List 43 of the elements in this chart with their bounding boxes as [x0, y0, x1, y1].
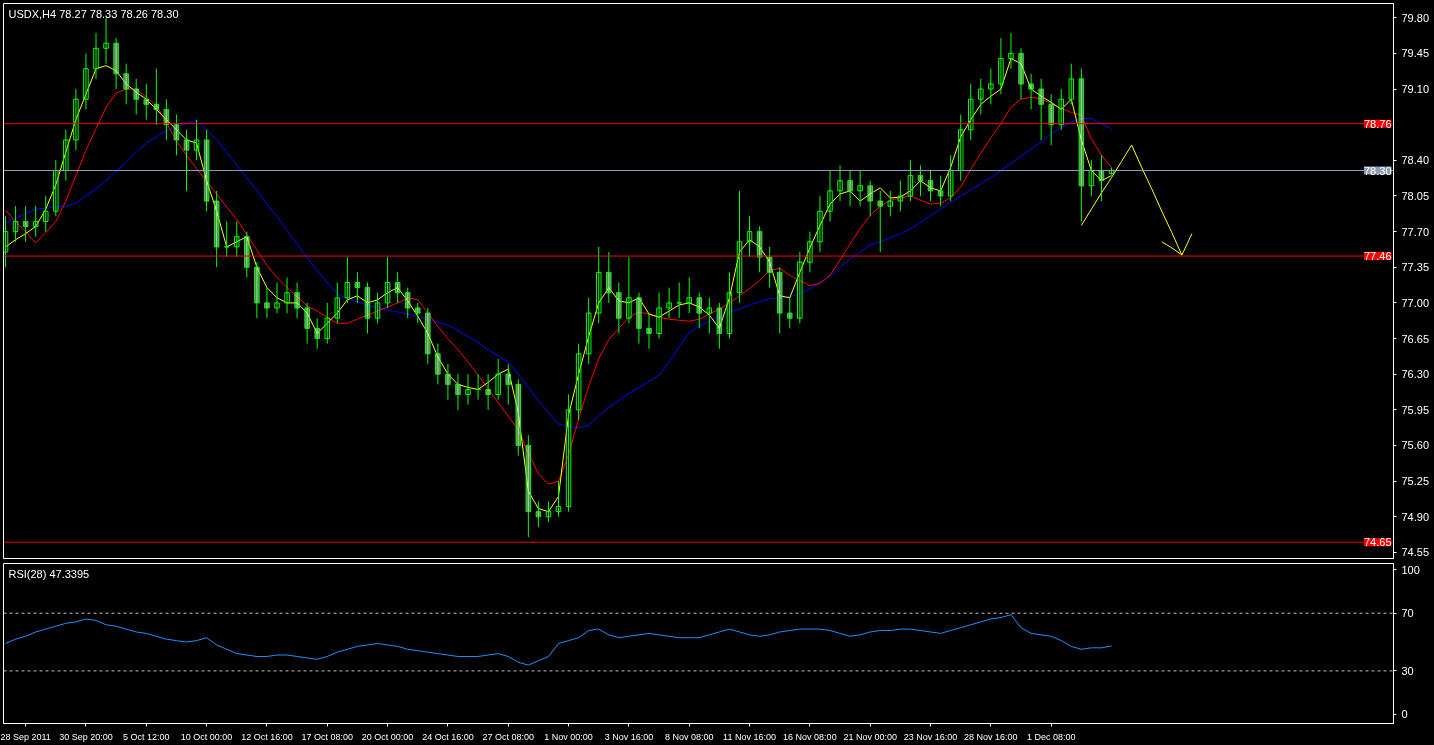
ref-line-label: 78.76 [1363, 117, 1392, 130]
ref-line-label: 78.30 [1363, 164, 1392, 177]
y-tick-label: 77.35 [1401, 261, 1430, 274]
chart-title: USDX,H4 78.27 78.33 78.26 78.30 [8, 7, 179, 20]
y-tick-label: 70 [1401, 607, 1414, 620]
x-tick-label: 5 Oct 12:00 [123, 731, 170, 742]
x-tick-label: 23 Nov 16:00 [903, 731, 958, 742]
x-tick-label: 21 Nov 00:00 [843, 731, 897, 742]
x-tick-label: 28 Sep 2011 [0, 731, 51, 742]
x-tick-label: 10 Oct 00:00 [180, 731, 233, 742]
y-tick-label: 76.65 [1401, 332, 1430, 345]
y-tick-label: 75.25 [1401, 475, 1430, 488]
y-tick-label: 77.70 [1401, 225, 1430, 238]
x-tick-label: 8 Nov 08:00 [664, 731, 714, 742]
x-tick-label: 28 Nov 16:00 [964, 731, 1018, 742]
ref-line-label: 74.65 [1363, 536, 1392, 549]
y-tick-label: 74.90 [1401, 510, 1430, 523]
x-tick-label: 27 Oct 08:00 [482, 731, 535, 742]
y-tick-label: 79.10 [1401, 83, 1430, 96]
y-tick-label: 79.45 [1401, 47, 1430, 60]
y-tick-label: 100 [1401, 563, 1420, 576]
x-tick-label: 17 Oct 08:00 [301, 731, 354, 742]
y-tick-label: 76.30 [1401, 368, 1430, 381]
y-tick-label: 78.40 [1401, 154, 1430, 167]
y-tick-label: 0 [1401, 708, 1408, 721]
y-tick-label: 75.95 [1401, 403, 1430, 416]
chart-title: RSI(28) 47.3395 [8, 567, 90, 580]
y-tick-label: 77.00 [1401, 296, 1430, 309]
x-tick-label: 16 Nov 08:00 [783, 731, 837, 742]
x-tick-label: 11 Nov 16:00 [723, 731, 776, 742]
x-tick-label: 30 Sep 20:00 [59, 731, 113, 742]
x-tick-label: 3 Nov 16:00 [604, 731, 654, 742]
y-tick-label: 79.80 [1401, 11, 1430, 24]
y-tick-label: 78.05 [1401, 189, 1430, 202]
x-tick-label: 12 Oct 16:00 [241, 731, 293, 742]
x-tick-label: 24 Oct 16:00 [422, 731, 474, 742]
ref-line-label: 77.46 [1363, 250, 1392, 263]
x-tick-label: 1 Dec 08:00 [1026, 731, 1076, 742]
y-tick-label: 30 [1401, 664, 1414, 677]
y-tick-label: 74.55 [1401, 546, 1430, 559]
x-tick-label: 20 Oct 00:00 [361, 731, 414, 742]
y-tick-label: 75.60 [1401, 439, 1430, 452]
x-tick-label: 1 Nov 00:00 [544, 731, 593, 742]
